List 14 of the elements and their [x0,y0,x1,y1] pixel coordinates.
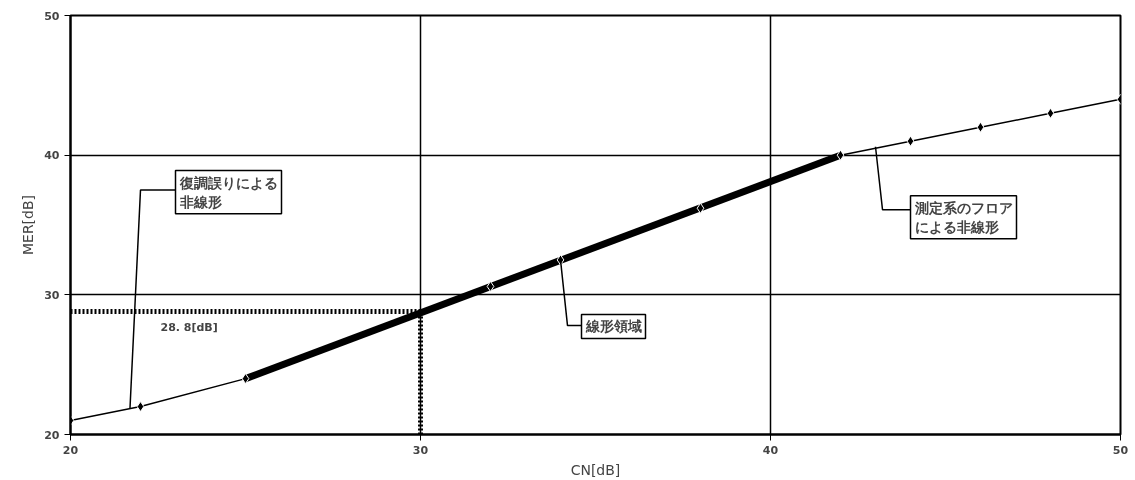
x-tick-label: 50 [1112,443,1129,457]
annotation: 線形領域 [584,318,642,335]
x-tick-label: 20 [62,443,79,457]
annotation: 測定系のフロアによる非線形 [913,199,1013,235]
ref-line-label: 28. 8[dB] [160,320,218,334]
y-tick-label: 50 [44,9,60,23]
annotation: 復調誤りによる非線形 [178,174,278,210]
x-tick-label: 30 [412,443,429,457]
y-tick-label: 20 [44,428,60,442]
y-axis-title: MER[dB] [20,194,37,256]
x-axis-title: CN[dB] [570,461,621,478]
y-tick-label: 30 [44,288,60,302]
y-tick-label: 40 [44,149,60,163]
x-tick-label: 40 [762,443,779,457]
